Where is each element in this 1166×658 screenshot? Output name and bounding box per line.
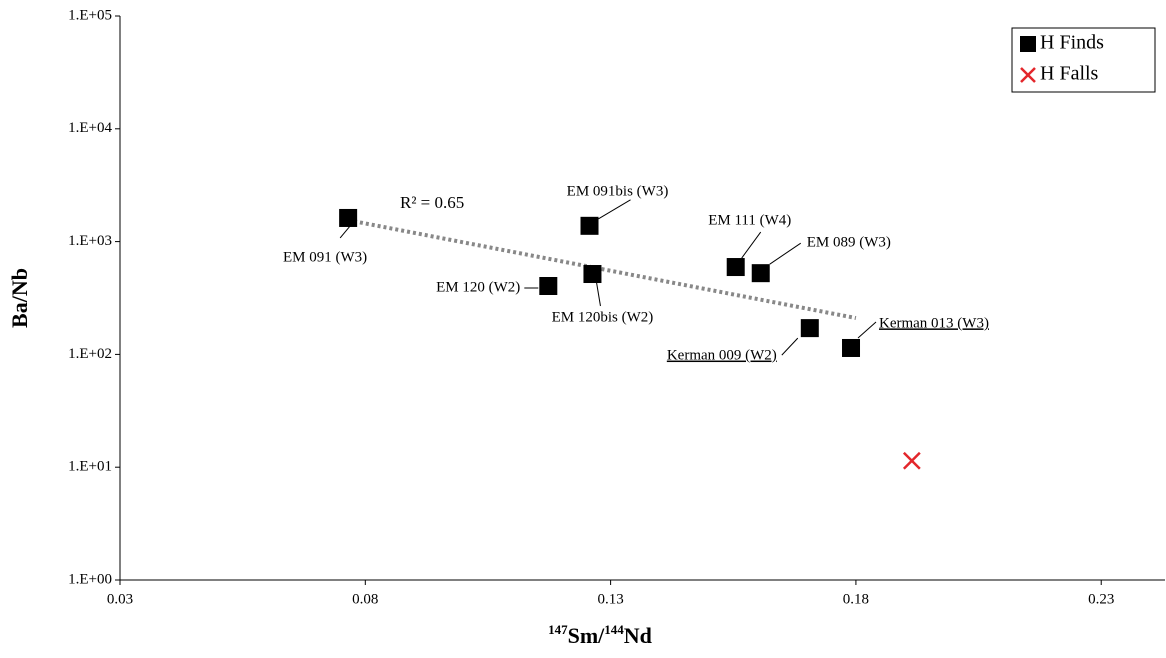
y-tick-label: 1.E+05 bbox=[68, 7, 112, 23]
x-title-part: Nd bbox=[624, 623, 652, 648]
x-title-part: Sm/ bbox=[568, 623, 606, 648]
point bbox=[726, 258, 745, 277]
y-axis-title: Ba/Nb bbox=[7, 268, 32, 328]
legend-box bbox=[1011, 27, 1156, 93]
x-title-part: 144 bbox=[604, 622, 624, 637]
leader-line bbox=[857, 321, 877, 339]
point-label: EM 111 (W4) bbox=[708, 212, 791, 228]
leader-line bbox=[598, 199, 631, 220]
x-tick-label: 0.23 bbox=[1088, 591, 1114, 607]
y-tick-label: 1.E+02 bbox=[68, 346, 112, 362]
point-label: Kerman 013 (W3) bbox=[879, 315, 989, 331]
x-title-part: 147 bbox=[548, 622, 568, 637]
legend-label: H Finds bbox=[1040, 32, 1104, 54]
y-tick-label: 1.E+03 bbox=[68, 233, 112, 249]
point bbox=[580, 216, 599, 235]
y-tick-label: 1.E+00 bbox=[68, 571, 112, 587]
x-axis-title: 147Sm/144Nd bbox=[548, 622, 652, 648]
point-label: EM 120bis (W2) bbox=[552, 309, 654, 325]
point bbox=[842, 338, 861, 357]
leader-line bbox=[339, 225, 351, 239]
x-tick-label: 0.18 bbox=[843, 591, 869, 607]
x-tick-label: 0.13 bbox=[597, 591, 623, 607]
leader-line bbox=[781, 337, 799, 356]
legend: H Finds H Falls bbox=[1011, 27, 1156, 93]
legend-swatch bbox=[1020, 36, 1036, 52]
y-tick-label: 1.E+01 bbox=[68, 459, 112, 475]
point-label: EM 120 (W2) bbox=[436, 279, 520, 295]
point bbox=[583, 265, 602, 284]
legend-label: H Falls bbox=[1040, 63, 1099, 85]
leader-line bbox=[769, 242, 802, 265]
point bbox=[539, 277, 558, 296]
point-label: EM 091 (W3) bbox=[283, 249, 367, 265]
point bbox=[800, 319, 819, 338]
leader-line bbox=[595, 281, 601, 307]
point bbox=[339, 208, 358, 227]
point-label: Kerman 009 (W2) bbox=[667, 348, 777, 364]
trendline bbox=[347, 218, 857, 321]
point bbox=[902, 451, 921, 470]
point-label: EM 091bis (W3) bbox=[567, 183, 669, 199]
x-tick-label: 0.08 bbox=[352, 591, 378, 607]
legend-swatch bbox=[1020, 67, 1036, 83]
point-label: EM 089 (W3) bbox=[807, 235, 891, 251]
y-tick-label: 1.E+04 bbox=[68, 120, 112, 136]
leader-line bbox=[741, 231, 762, 259]
point bbox=[751, 264, 770, 283]
trendline-annotation: R² = 0.65 bbox=[400, 193, 464, 212]
x-tick-label: 0.03 bbox=[107, 591, 133, 607]
